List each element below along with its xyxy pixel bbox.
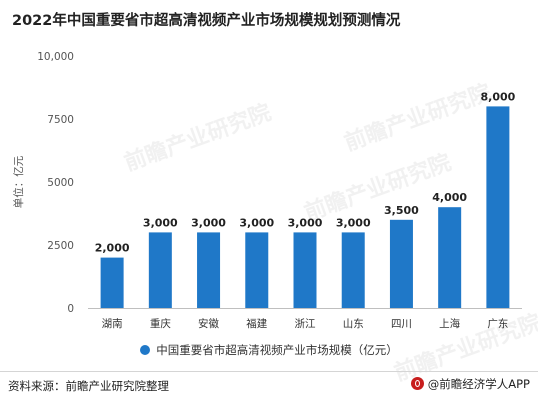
bar — [486, 106, 510, 309]
data-label: 8,000 — [480, 90, 515, 103]
y-tick-label: 2500 — [47, 240, 74, 252]
chart-legend: 中国重要省市超高清视频产业市场规模（亿元） — [0, 342, 538, 358]
bar — [341, 232, 365, 308]
x-tick-label: 福建 — [246, 317, 267, 330]
x-tick-label: 重庆 — [150, 317, 171, 330]
x-tick-label: 四川 — [391, 318, 412, 330]
data-label: 3,000 — [191, 216, 226, 229]
x-tick-label: 浙江 — [295, 318, 316, 330]
data-label: 3,000 — [143, 216, 178, 229]
data-label: 3,000 — [239, 216, 274, 229]
brand-text: @前瞻经济学人APP — [427, 377, 530, 391]
brand-credit: @前瞻经济学人APP — [410, 376, 530, 392]
footer-divider — [0, 371, 538, 372]
y-tick-label: 7500 — [47, 114, 74, 126]
chart-title: 2022年中国重要省市超高清视频产业市场规模规划预测情况 — [12, 13, 401, 29]
bar — [438, 207, 462, 308]
brand-logo-icon — [410, 377, 424, 390]
y-tick-label: 10,000 — [37, 51, 74, 63]
bar — [100, 257, 124, 308]
data-label: 4,000 — [432, 191, 467, 204]
data-label: 3,000 — [336, 216, 371, 229]
data-label: 3,000 — [288, 216, 323, 229]
x-tick-label: 山东 — [343, 317, 364, 330]
legend-label: 中国重要省市超高清视频产业市场规模（亿元） — [156, 343, 398, 357]
bar-chart: 0 2500 5000 7500 10,000 单位：亿元 2,000 湖南 3,000 重庆 3,… — [12, 51, 522, 330]
x-tick-label: 湖南 — [102, 317, 123, 330]
bar — [293, 232, 317, 308]
x-tick-label: 安徽 — [198, 317, 219, 330]
bar — [148, 232, 172, 308]
legend-swatch — [140, 345, 151, 355]
x-tick-label: 广东 — [487, 317, 508, 330]
bar — [389, 219, 413, 308]
data-label: 3,500 — [384, 204, 419, 217]
y-tick-label: 0 — [67, 303, 74, 315]
y-axis-label: 单位：亿元 — [12, 155, 25, 208]
x-tick-label: 上海 — [439, 317, 460, 330]
bar — [245, 232, 269, 308]
y-tick-label: 5000 — [47, 177, 74, 189]
bar — [197, 232, 221, 308]
data-label: 2,000 — [95, 242, 130, 255]
source-note: 资料来源：前瞻产业研究院整理 — [8, 379, 169, 393]
